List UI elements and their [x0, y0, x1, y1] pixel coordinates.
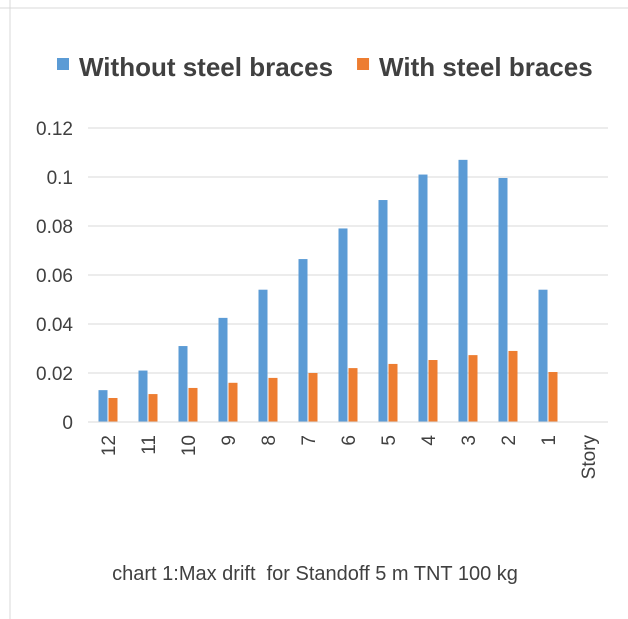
- bar: [498, 177, 508, 422]
- x-tick-label: 1: [539, 435, 560, 446]
- x-tick-label: 8: [259, 435, 280, 446]
- bar: [108, 397, 118, 422]
- bar: [538, 289, 548, 422]
- x-tick-label: 11: [139, 435, 160, 455]
- legend-label: With steel braces: [379, 52, 593, 82]
- y-tick-label: 0.12: [36, 119, 73, 140]
- x-tick-label: 7: [299, 435, 320, 446]
- bar: [428, 360, 438, 422]
- caption: chart 1:Max drift for Standoff 5 m TNT 1…: [112, 563, 518, 585]
- legend-label: Without steel braces: [79, 52, 333, 82]
- bar: [508, 350, 518, 422]
- bar: [378, 200, 388, 422]
- y-tick-label: 0.04: [36, 315, 73, 336]
- bar: [298, 259, 308, 422]
- bar: [98, 390, 108, 422]
- x-tick-label: 3: [459, 435, 480, 446]
- y-tick-label: 0.02: [36, 364, 73, 385]
- x-tick-label: 2: [499, 435, 520, 446]
- bar: [388, 363, 398, 422]
- bar: [268, 377, 278, 422]
- bar: [188, 387, 198, 422]
- legend-swatch: [57, 58, 69, 70]
- x-tick-label: 9: [219, 435, 240, 446]
- x-tick-label: 10: [179, 435, 200, 456]
- y-tick-label: 0.1: [47, 168, 73, 189]
- x-tick-label: 4: [419, 435, 440, 446]
- bar: [458, 159, 468, 422]
- y-tick-label: 0.06: [36, 266, 73, 287]
- bar: [338, 228, 348, 422]
- bar: [308, 373, 318, 422]
- bar: [138, 370, 148, 422]
- x-tick-label: 5: [379, 435, 400, 446]
- y-tick-label: 0: [62, 413, 73, 434]
- bar: [178, 346, 188, 422]
- bar: [348, 368, 358, 422]
- bar: [148, 394, 158, 422]
- x-tick-label: 6: [339, 435, 360, 446]
- bar: [258, 289, 268, 422]
- x-tick-label: 12: [99, 435, 120, 456]
- bar: [218, 317, 228, 422]
- bar: [468, 355, 478, 422]
- bar: [418, 174, 428, 422]
- y-tick-label: 0.08: [36, 217, 73, 238]
- legend-swatch: [357, 58, 370, 70]
- bar: [548, 372, 558, 422]
- bar: [228, 382, 238, 422]
- x-tick-label: Story: [579, 435, 600, 480]
